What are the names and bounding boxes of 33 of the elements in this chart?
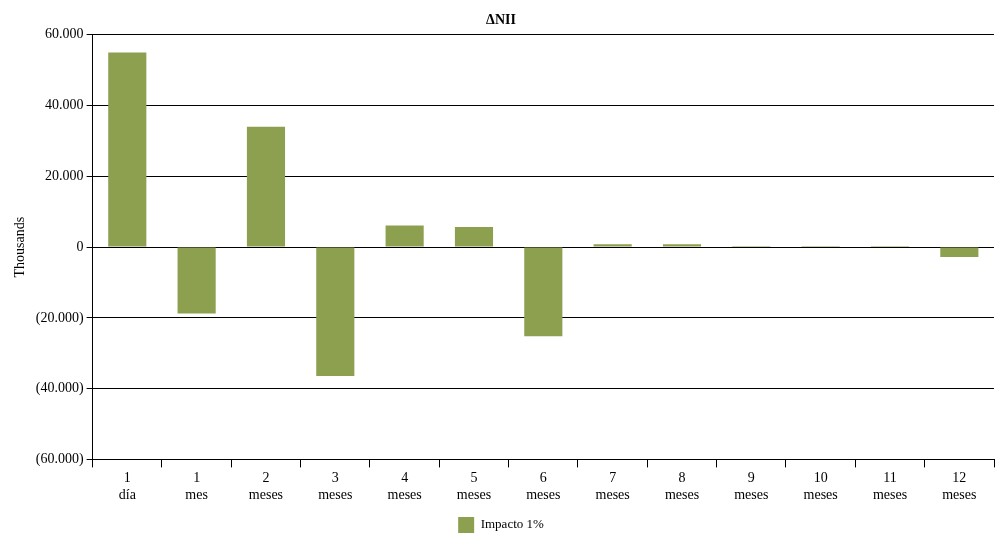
x-tick-label: 11 meses (872, 470, 908, 503)
y-tick-label: (40.000) (35, 380, 84, 397)
x-tick-label: 10 meses (803, 470, 838, 503)
y-tick-label: 0 (76, 238, 84, 254)
x-tick-label: 1 mes (185, 470, 208, 503)
bar (454, 226, 494, 247)
bar (524, 247, 563, 337)
bar (316, 247, 355, 376)
bar (593, 244, 632, 247)
y-tick-label: 60.000 (45, 26, 84, 42)
x-tick-label: 7 meses (595, 470, 630, 503)
x-tick-label: 3 meses (318, 470, 353, 503)
legend-label: Impacto 1% (480, 516, 545, 532)
x-tick-label: 6 meses (526, 470, 561, 503)
y-tick-label: (60.000) (35, 451, 84, 468)
x-tick-label: 5 meses (456, 470, 492, 503)
bar (940, 247, 979, 258)
y-tick-label: 40.000 (45, 97, 84, 113)
x-tick-label: 4 meses (387, 470, 422, 503)
x-tick-label: 2 meses (248, 470, 284, 503)
x-tick-label: 1 día (118, 470, 137, 503)
x-tick-label: 8 meses (664, 470, 700, 503)
bar (108, 52, 147, 247)
bar (385, 225, 424, 247)
bar (662, 244, 702, 247)
y-axis-title: Thousands (12, 216, 28, 278)
y-tick-label: 20.000 (45, 168, 84, 184)
x-tick-label: 12 meses (942, 470, 977, 503)
x-tick-label: 9 meses (734, 470, 769, 503)
bar (177, 247, 216, 314)
y-tick-label: (20.000) (35, 309, 84, 326)
chart-title: ΔNII (486, 12, 516, 28)
bar (246, 126, 286, 247)
